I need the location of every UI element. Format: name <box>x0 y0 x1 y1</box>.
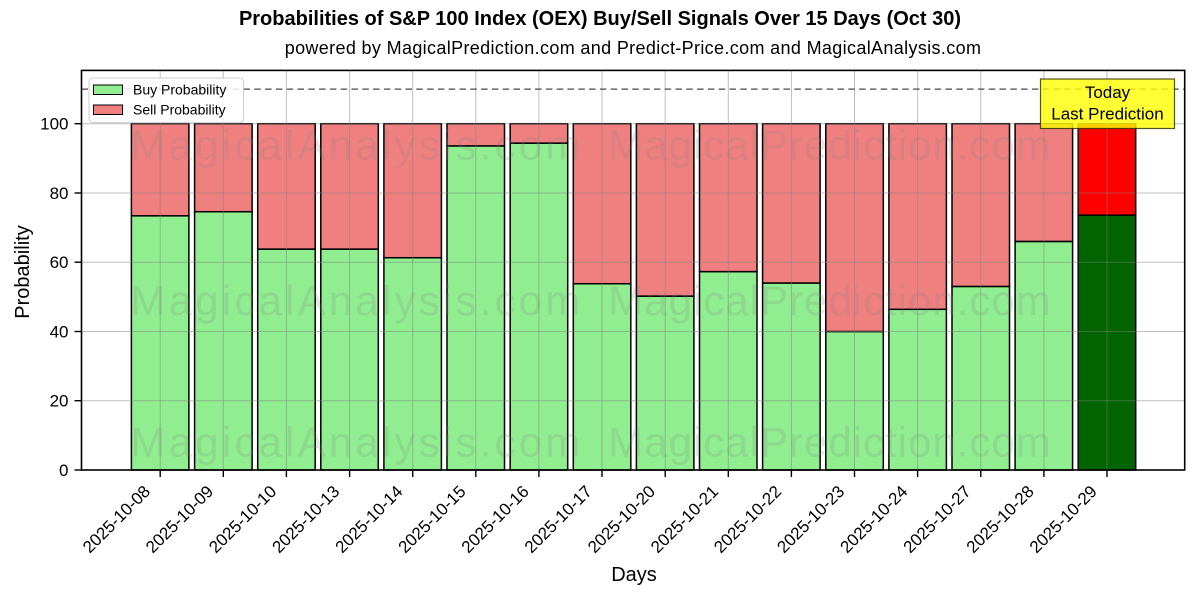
svg-text:20: 20 <box>50 392 69 411</box>
svg-text:Buy Probability: Buy Probability <box>133 82 226 98</box>
svg-text:Sell Probability: Sell Probability <box>133 102 226 118</box>
svg-text:40: 40 <box>50 323 69 342</box>
svg-text:Probabilities of S&P 100 Index: Probabilities of S&P 100 Index (OEX) Buy… <box>239 8 961 30</box>
svg-text:Today: Today <box>1085 83 1131 102</box>
svg-text:Probability: Probability <box>12 225 34 318</box>
svg-text:0: 0 <box>59 461 68 480</box>
svg-text:MagicalPrediction.com: MagicalPrediction.com <box>608 122 1052 169</box>
svg-text:60: 60 <box>50 253 69 272</box>
svg-text:MagicalPrediction.com: MagicalPrediction.com <box>608 419 1052 466</box>
svg-text:MagicalPrediction.com: MagicalPrediction.com <box>608 277 1052 324</box>
svg-text:MagicalAnalysis.com: MagicalAnalysis.com <box>131 122 584 169</box>
svg-text:100: 100 <box>40 115 68 134</box>
svg-text:powered by MagicalPrediction.c: powered by MagicalPrediction.com and Pre… <box>285 38 982 58</box>
svg-text:Last Prediction: Last Prediction <box>1051 105 1163 124</box>
svg-text:Days: Days <box>611 564 657 586</box>
svg-text:80: 80 <box>50 184 69 203</box>
svg-text:MagicalAnalysis.com: MagicalAnalysis.com <box>131 277 584 324</box>
svg-text:MagicalAnalysis.com: MagicalAnalysis.com <box>131 419 584 466</box>
